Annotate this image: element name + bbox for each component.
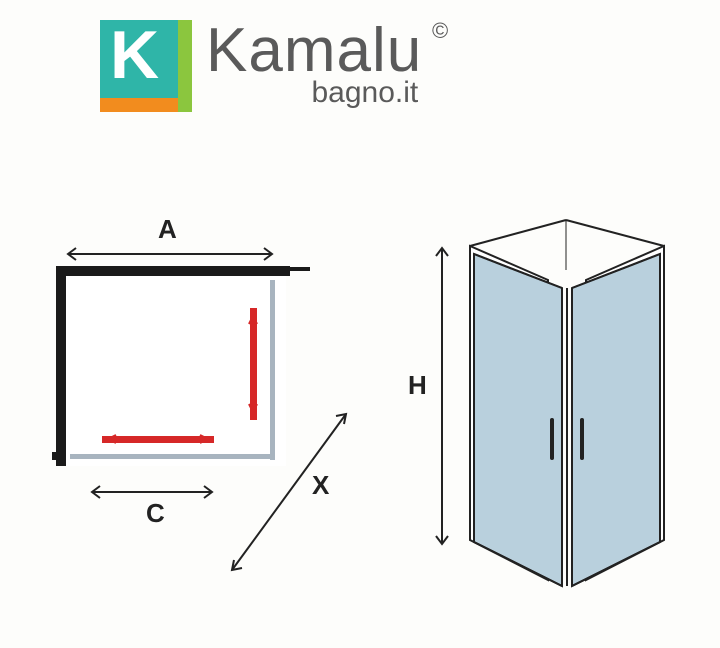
logo-mark: K (100, 20, 192, 112)
logo-letter: K (110, 16, 159, 94)
label-a: A (158, 214, 177, 245)
label-x: X (312, 470, 329, 501)
plan-view-diagram: A C X (50, 220, 350, 600)
iso-svg (430, 210, 690, 610)
label-c: C (146, 498, 165, 529)
logo: K Kamalu © bagno.it (100, 20, 422, 112)
brand-name: Kamalu (206, 20, 422, 82)
logo-green-bar (178, 20, 192, 112)
copyright-mark: © (432, 18, 448, 44)
label-h: H (408, 370, 427, 401)
logo-text: Kamalu © bagno.it (206, 20, 422, 110)
plan-svg (50, 220, 370, 600)
iso-view-diagram: H (430, 210, 690, 610)
